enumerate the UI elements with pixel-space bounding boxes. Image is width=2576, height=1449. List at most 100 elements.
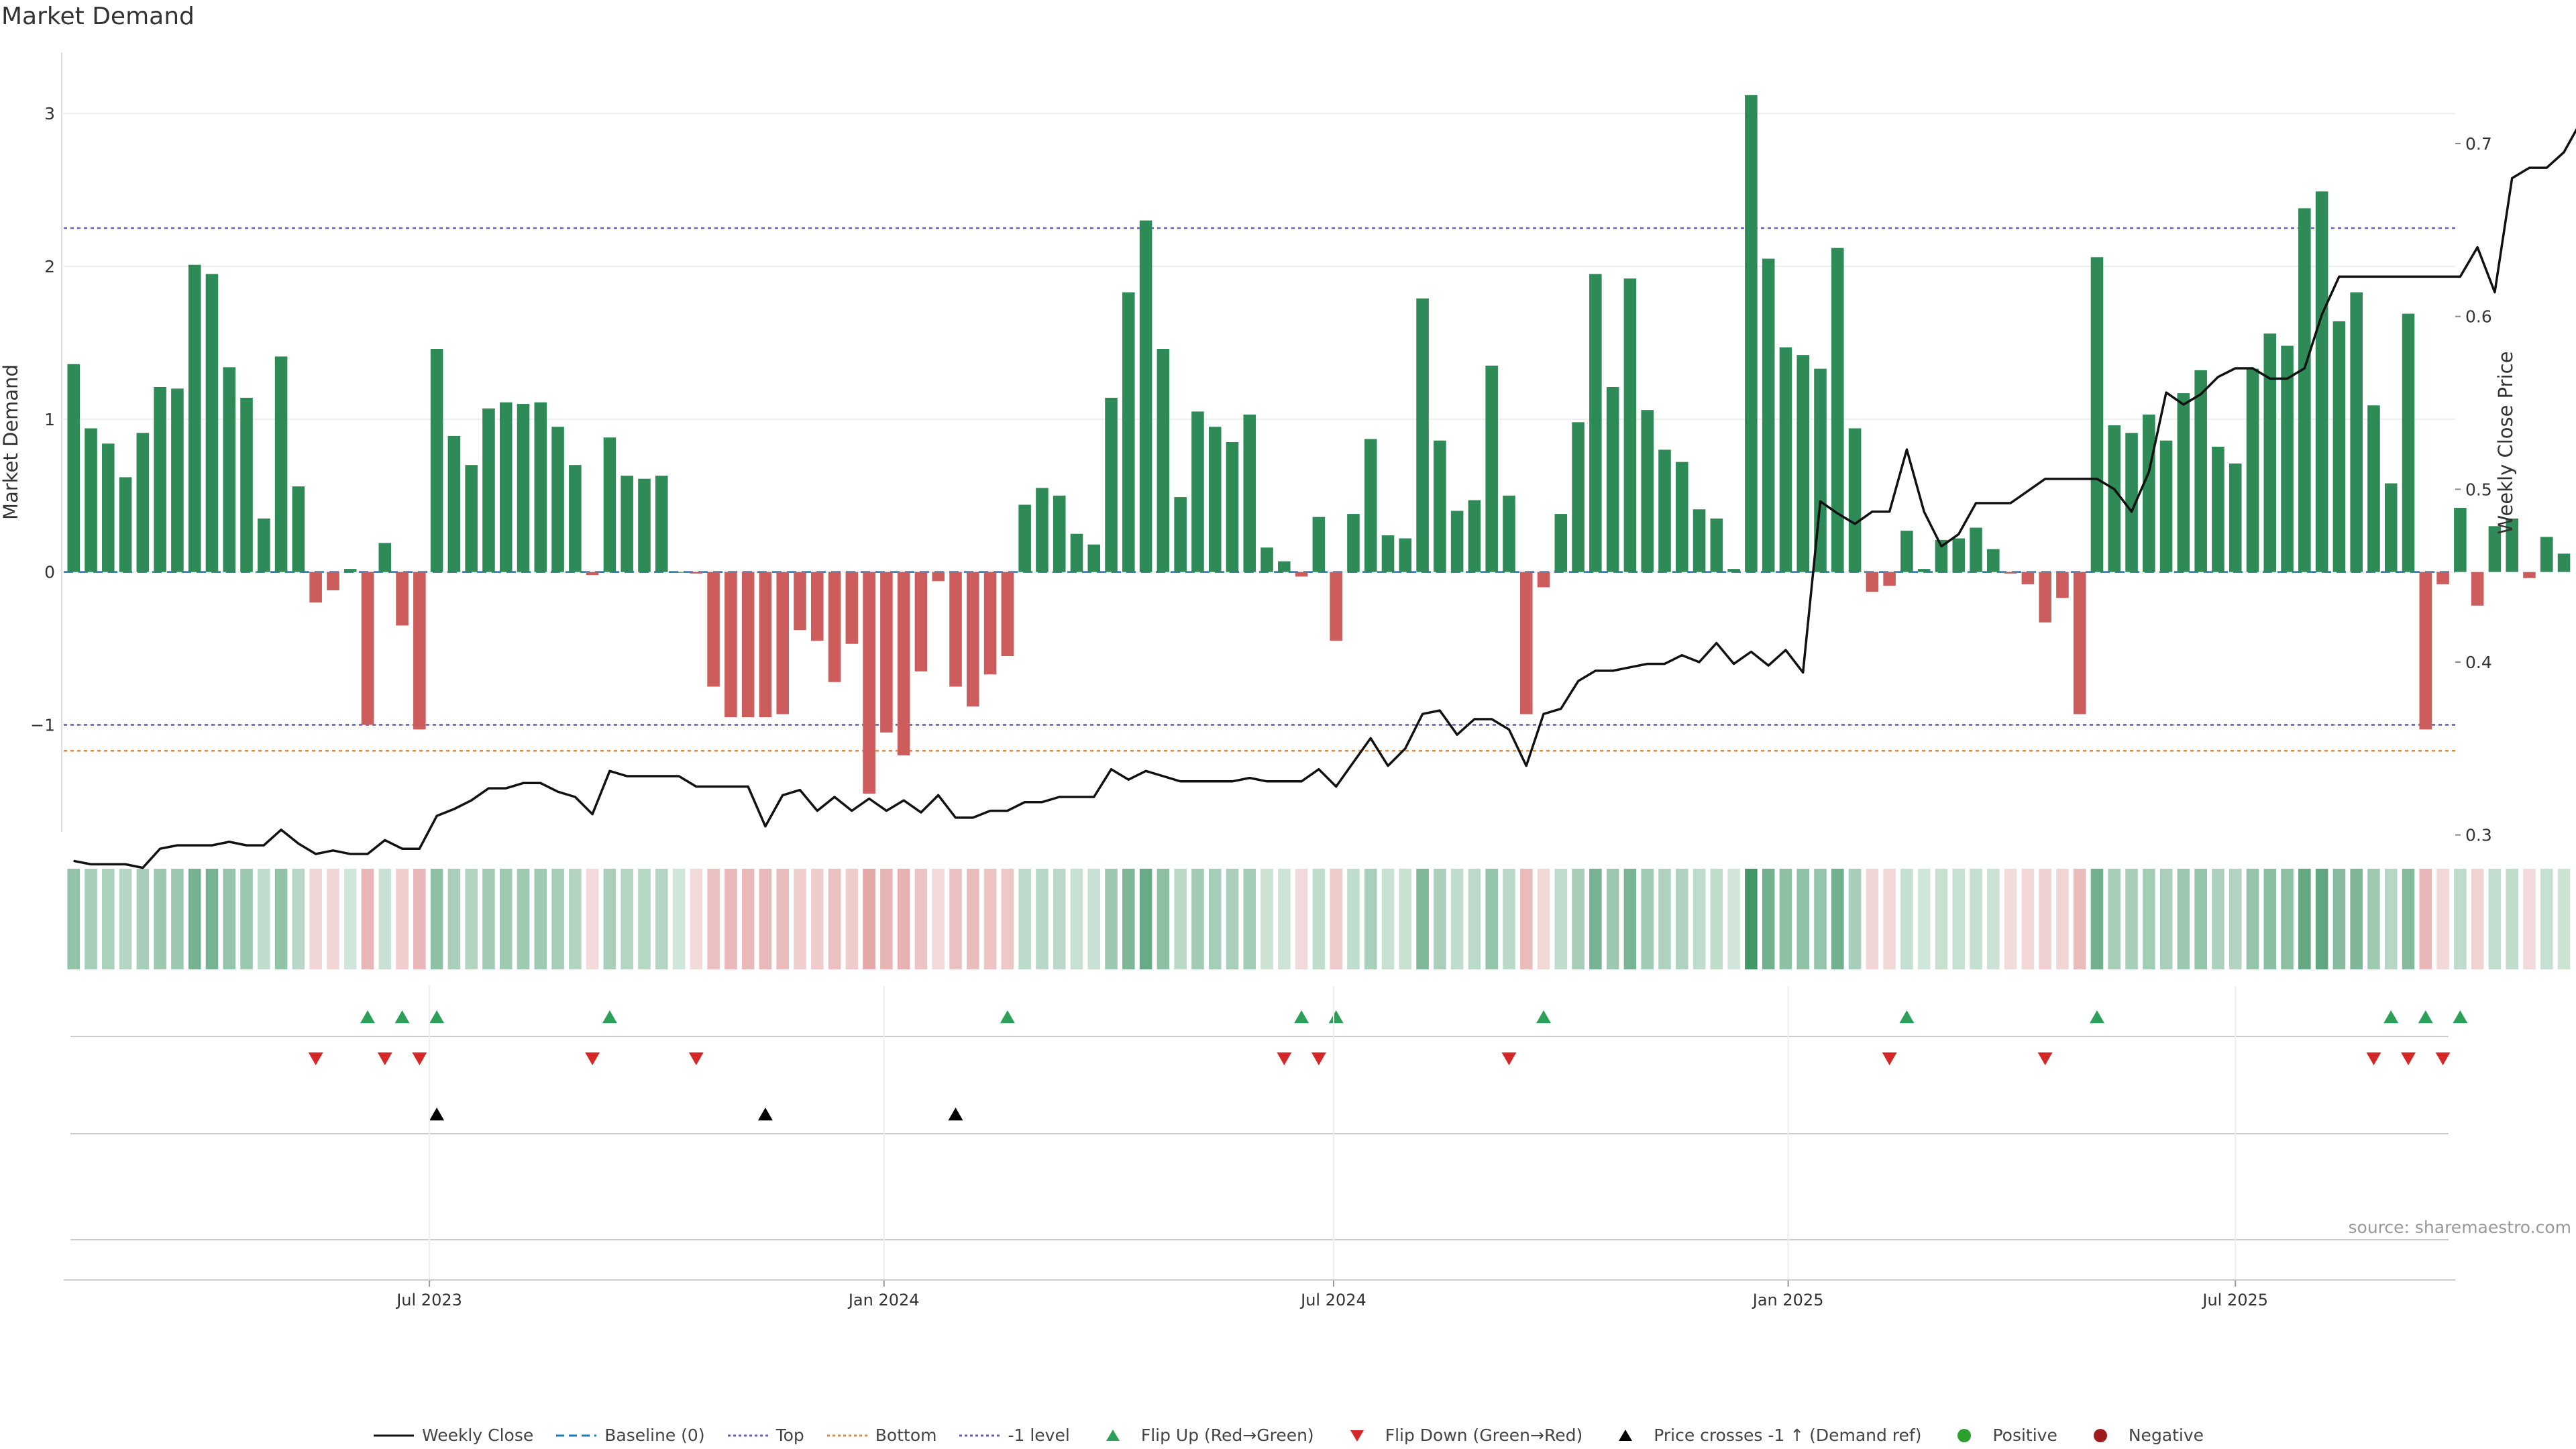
demand-bar [517,404,530,572]
heat-strip-cell [1312,869,1326,969]
heat-strip-cell [1900,869,1913,969]
demand-bar [1572,422,1585,572]
demand-bar [205,274,219,572]
legend-label: Bottom [875,1426,937,1445]
heat-strip-cell [2177,869,2190,969]
heat-strip-cell [1226,869,1239,969]
heat-strip-cell [776,869,789,969]
source-note: source: sharemaestro.com [2348,1218,2572,1237]
legend-symbol-icon [1336,1428,1379,1444]
heat-strip-cell [1779,869,1792,969]
heat-strip-cell [967,869,979,969]
legend-item: Flip Up (Red→Green) [1091,1426,1314,1445]
demand-bar [2263,333,2277,572]
demand-bar [1295,572,1308,577]
heat-strip-cell [1883,869,1896,969]
heat-strip-cell [1917,869,1931,969]
demand-bar [1450,511,1464,572]
heat-strip-cell [1831,869,1844,969]
demand-bar [1537,572,1550,588]
demand-bar [2402,313,2415,572]
demand-bar [2159,440,2173,572]
heat-strip-cell [1347,869,1360,969]
heat-strip-cell [1381,869,1395,969]
demand-bar [292,486,305,572]
heat-strip-cell [1987,869,2000,969]
demand-bar [1675,462,1688,572]
heat-strip-cell [1675,869,1688,969]
x-tick-label: Jul 2025 [2201,1291,2268,1309]
heat-strip-cell [1710,869,1723,969]
heat-strip-cell [690,869,703,969]
heat-strip-cell [85,869,97,969]
flip-down-marker [1882,1052,1897,1065]
heat-strip-cell [1970,869,1982,969]
heat-strip-cell [1762,869,1775,969]
demand-bar [2194,370,2207,572]
heat-strip-cell [1243,869,1256,969]
demand-bar [2212,446,2224,572]
legend-label: Negative [2128,1426,2204,1445]
heat-strip-cell [1416,869,1429,969]
demand-bar [1779,347,1792,572]
legend-item: Bottom [826,1426,937,1445]
heat-strip-cell [569,869,582,969]
demand-bar [171,388,184,572]
demand-bar [1381,535,1395,572]
legend-symbol-icon [826,1428,869,1444]
demand-bar [2350,292,2363,572]
heat-strip-cell [2367,869,2380,969]
demand-bar [1641,410,1654,572]
demand-bar [776,572,789,714]
demand-bar [413,572,426,730]
heat-strip-cell [2523,869,2536,969]
demand-bar [845,572,859,644]
heat-strip-cell [396,869,409,969]
heat-strip-cell [2506,869,2518,969]
legend-symbol-icon [372,1428,415,1444]
heat-strip-cell [1693,869,1706,969]
flip-up-marker [1328,1010,1344,1024]
demand-bar [2177,393,2190,572]
demand-bar [1364,439,1377,572]
heat-strip-cell [845,869,859,969]
demand-bar [690,572,703,574]
heat-strip-cell [1278,869,1291,969]
demand-bar [1278,561,1291,572]
demand-bar [1105,397,1118,572]
demand-bar [1658,449,1671,572]
flip-down-marker [2401,1052,2416,1065]
demand-bar [1935,539,1948,572]
chart-legend: Weekly Close Baseline (0) Top Bottom -1 leve… [0,1426,2576,1445]
heat-strip-cell [2212,869,2224,969]
demand-bar [603,437,616,572]
heat-strip-cell [1208,869,1222,969]
demand-bar [1208,427,1222,572]
heat-strip-cell [258,869,270,969]
demand-bar [85,428,97,572]
demand-bar [2315,191,2328,572]
x-tick-label: Jul 2023 [395,1291,462,1309]
heat-strip-cell [1641,869,1654,969]
heat-strip-cell [1191,869,1204,969]
y2-tick-label: 0.5 [2465,480,2492,499]
x-axis: Jul 2023 Jan 2024 Jul 2024 Jan 2025 Jul 2025 [64,986,2455,1309]
demand-bar [1053,495,1066,572]
heat-strip-cell [2350,869,2363,969]
demand-bar [2488,526,2502,572]
heat-strip-cell [2194,869,2207,969]
demand-bar [794,572,806,631]
heat-strip-cell [343,869,357,969]
demand-bar [327,572,339,591]
demand-bar [863,572,875,794]
demand-bar [1174,497,1187,572]
flip-down-marker [1277,1052,1292,1065]
demand-bar [2557,553,2571,572]
heat-strip-cell [1554,869,1568,969]
heat-strip-cell [102,869,115,969]
flip-up-marker [1536,1010,1552,1024]
legend-item: Top [727,1426,804,1445]
demand-bar [2073,572,2086,714]
demand-bar [828,572,841,682]
legend-item: Weekly Close [372,1426,533,1445]
